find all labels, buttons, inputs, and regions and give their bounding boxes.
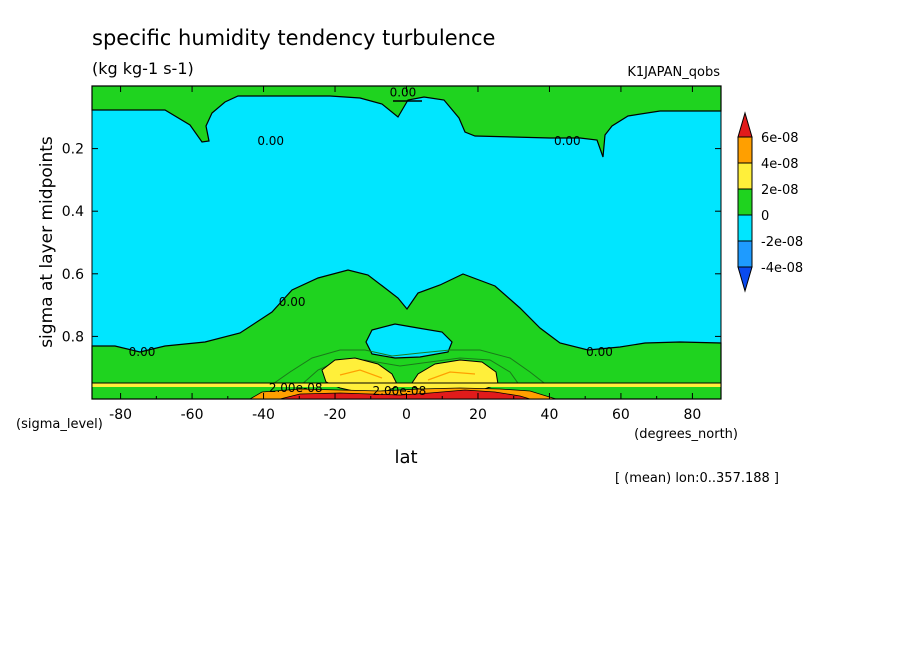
y-axis-label: sigma at layer midpoints: [37, 136, 57, 348]
contour-label: 2.00e-08: [373, 384, 427, 398]
contour-label: 0.00: [586, 345, 613, 359]
colorbar-swatch: [737, 188, 753, 216]
y-tick-label: 0.2: [62, 142, 84, 158]
x-axis-label: lat: [394, 447, 417, 468]
y-axis-unit: (sigma_level): [16, 417, 103, 432]
x-tick-label: -20: [324, 407, 347, 423]
x-tick-label: 80: [683, 407, 701, 423]
central-negative-bubble: [365, 323, 453, 359]
colorbar: 6e-08 4e-08 2e-08 0 -2e-08 -4e-08: [737, 111, 803, 293]
colorbar-swatch: [737, 240, 753, 268]
x-tick-label: 20: [469, 407, 487, 423]
colorbar-label: 0: [761, 209, 769, 224]
upper-positive-region: [91, 85, 722, 158]
contour-label: 0.00: [279, 295, 306, 309]
colorbar-swatch: [737, 162, 753, 190]
colorbar-swatch: [737, 214, 753, 242]
surface-band-yellow: [92, 383, 721, 387]
colorbar-label: -2e-08: [761, 235, 803, 250]
x-tick-label: -60: [181, 407, 204, 423]
y-axis: 0.2 0.4 0.6 0.8: [62, 142, 721, 345]
chart-subtitle: (kg kg-1 s-1): [92, 59, 194, 78]
x-tick-label: -80: [109, 407, 132, 423]
near-surface-contour-1: [269, 349, 549, 387]
colorbar-swatch: [737, 266, 753, 293]
chart-title: specific humidity tendency turbulence: [92, 26, 495, 50]
colorbar-label: 6e-08: [761, 131, 799, 146]
colorbar-label: -4e-08: [761, 261, 803, 276]
x-tick-label: -40: [252, 407, 275, 423]
x-tick-label: 40: [541, 407, 559, 423]
y-tick-label: 0.4: [62, 204, 84, 220]
colorbar-label: 4e-08: [761, 157, 799, 172]
contour-label: 0.00: [257, 134, 284, 148]
x-tick-label: 0: [402, 407, 411, 423]
plot-area: 0.00 0.00 0.00 0.00 0.00 0.00 2.00e-08 2.00e-08: [91, 85, 722, 400]
surface-red-band: [279, 389, 531, 400]
colorbar-label: 2e-08: [761, 183, 799, 198]
orange-streak-south: [339, 369, 383, 379]
dataset-label: K1JAPAN_qobs: [627, 65, 720, 80]
y-tick-label: 0.8: [62, 329, 84, 345]
contour-label: 0.00: [129, 345, 156, 359]
footnote: [ (mean) lon:0..357.188 ]: [615, 471, 779, 486]
contour-label: 0.00: [390, 85, 417, 99]
colorbar-swatch: [737, 111, 753, 138]
orange-streak-north: [427, 371, 476, 381]
contour-label: 0.00: [554, 134, 581, 148]
colorbar-swatch: [737, 136, 753, 164]
contour-label: 2.00e-08: [269, 381, 323, 395]
x-axis: -80 -60 -40 -20 0 20 40 60 80: [109, 86, 701, 423]
y-tick-label: 0.6: [62, 267, 84, 283]
contour-labels: 0.00 0.00 0.00 0.00 0.00 0.00 2.00e-08 2.00e-08: [129, 85, 613, 398]
x-tick-label: 60: [612, 407, 630, 423]
x-axis-unit: (degrees_north): [634, 427, 738, 442]
